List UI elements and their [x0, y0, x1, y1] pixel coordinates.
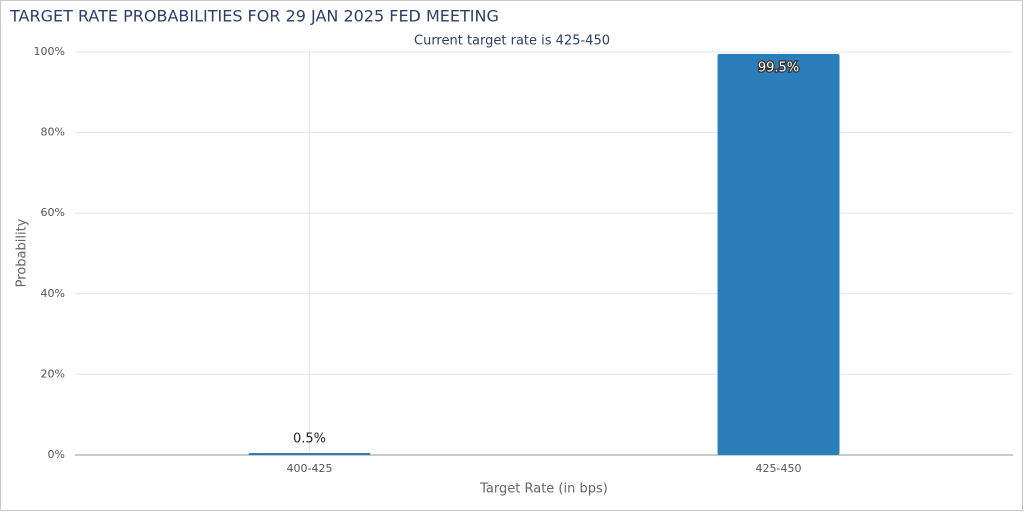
value-label: 99.5%	[758, 61, 799, 76]
bar	[717, 54, 840, 455]
bar	[248, 452, 371, 455]
y-tick-label: 80%	[41, 126, 65, 139]
x-tick-label: 400-425	[287, 462, 333, 475]
value-label: 0.5%	[293, 431, 326, 446]
x-tick-label: 425-450	[756, 462, 802, 475]
y-tick-label: 20%	[41, 367, 65, 380]
y-tick-label: 100%	[34, 45, 65, 58]
y-tick-label: 40%	[41, 287, 65, 300]
chart-subtitle: Current target rate is 425-450	[414, 34, 610, 49]
x-axis-title: Target Rate (in bps)	[479, 482, 608, 497]
y-tick-label: 60%	[41, 206, 65, 219]
y-tick-label: 0%	[48, 448, 65, 461]
y-axis-title: Probability	[15, 218, 30, 287]
chart-title: TARGET RATE PROBABILITIES FOR 29 JAN 202…	[9, 7, 499, 26]
